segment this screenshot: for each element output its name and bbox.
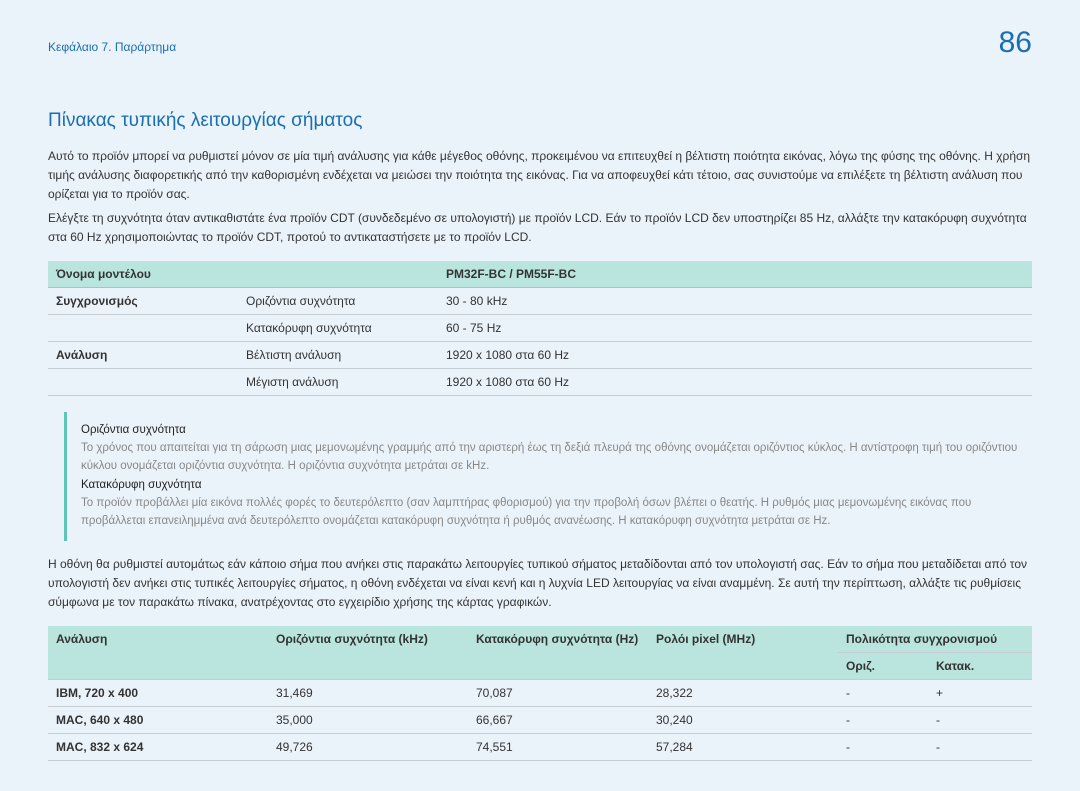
- section-title: Πίνακας τυπικής λειτουργίας σήματος: [48, 110, 1032, 132]
- table-row: MAC, 832 x 624 49,726 74,551 57,284 - -: [48, 734, 1032, 761]
- td-res: MAC, 640 x 480: [48, 707, 268, 734]
- table-row: Ανάλυση Βέλτιστη ανάλυση 1920 x 1080 στα…: [48, 341, 1032, 368]
- intro-paragraph-1: Αυτό το προϊόν μπορεί να ρυθμιστεί μόνον…: [48, 147, 1032, 205]
- table-row: IBM, 720 x 400 31,469 70,087 28,322 - +: [48, 680, 1032, 707]
- td-ph: -: [838, 707, 928, 734]
- table-row: Κατακόρυφη συχνότητα 60 - 75 Hz: [48, 314, 1032, 341]
- spec-row-val: 30 - 80 kHz: [438, 287, 1032, 314]
- td-hfreq: 31,469: [268, 680, 468, 707]
- td-ph: -: [838, 680, 928, 707]
- spec-row-sub: Μέγιστη ανάλυση: [238, 368, 438, 395]
- td-pclock: 57,284: [648, 734, 838, 761]
- td-vfreq: 66,667: [468, 707, 648, 734]
- timing-intro: Η οθόνη θα ρυθμιστεί αυτομάτως εάν κάποι…: [48, 555, 1032, 613]
- spec-row-val: 1920 x 1080 στα 60 Hz: [438, 341, 1032, 368]
- note-body: Το προϊόν προβάλλει μία εικόνα πολλές φο…: [81, 495, 1018, 531]
- spec-row-sub: Βέλτιστη ανάλυση: [238, 341, 438, 368]
- spec-row-label: [48, 368, 238, 395]
- spec-row-label: Συγχρονισμός: [48, 287, 238, 314]
- note-heading: Κατακόρυφη συχνότητα: [81, 477, 1018, 495]
- th-polarity: Πολικότητα συγχρονισμού: [838, 626, 1032, 653]
- spec-row-sub: Κατακόρυφη συχνότητα: [238, 314, 438, 341]
- td-pclock: 28,322: [648, 680, 838, 707]
- td-pv: -: [928, 734, 1032, 761]
- th-pclock: Ρολόι pixel (MHz): [648, 626, 838, 680]
- spec-header-right: PM32F-BC / PM55F-BC: [438, 261, 1032, 288]
- spec-row-val: 1920 x 1080 στα 60 Hz: [438, 368, 1032, 395]
- page-container: Κεφάλαιο 7. Παράρτημα 86 Πίνακας τυπικής…: [0, 0, 1080, 791]
- td-hfreq: 49,726: [268, 734, 468, 761]
- th-polarity-v: Κατακ.: [928, 653, 1032, 680]
- td-hfreq: 35,000: [268, 707, 468, 734]
- td-ph: -: [838, 734, 928, 761]
- td-res: MAC, 832 x 624: [48, 734, 268, 761]
- td-pclock: 30,240: [648, 707, 838, 734]
- spec-row-sub: Οριζόντια συχνότητα: [238, 287, 438, 314]
- spec-row-val: 60 - 75 Hz: [438, 314, 1032, 341]
- page-number: 86: [999, 26, 1032, 60]
- td-pv: -: [928, 707, 1032, 734]
- td-vfreq: 70,087: [468, 680, 648, 707]
- spec-row-label: [48, 314, 238, 341]
- note-heading: Οριζόντια συχνότητα: [81, 422, 1018, 440]
- th-vfreq: Κατακόρυφη συχνότητα (Hz): [468, 626, 648, 680]
- chapter-label: Κεφάλαιο 7. Παράρτημα: [48, 40, 176, 54]
- td-res: IBM, 720 x 400: [48, 680, 268, 707]
- th-resolution: Ανάλυση: [48, 626, 268, 680]
- th-polarity-h: Οριζ.: [838, 653, 928, 680]
- th-hfreq: Οριζόντια συχνότητα (kHz): [268, 626, 468, 680]
- note-box: Οριζόντια συχνότητα Το χρόνος που απαιτε…: [64, 412, 1032, 541]
- spec-table: Όνομα μοντέλου PM32F-BC / PM55F-BC Συγχρ…: [48, 261, 1032, 396]
- table-row: Συγχρονισμός Οριζόντια συχνότητα 30 - 80…: [48, 287, 1032, 314]
- spec-row-label: Ανάλυση: [48, 341, 238, 368]
- table-row: MAC, 640 x 480 35,000 66,667 30,240 - -: [48, 707, 1032, 734]
- td-vfreq: 74,551: [468, 734, 648, 761]
- spec-header-left: Όνομα μοντέλου: [48, 261, 438, 288]
- intro-paragraph-2: Ελέγξτε τη συχνότητα όταν αντικαθιστάτε …: [48, 209, 1032, 247]
- table-row: Μέγιστη ανάλυση 1920 x 1080 στα 60 Hz: [48, 368, 1032, 395]
- td-pv: +: [928, 680, 1032, 707]
- page-header: Κεφάλαιο 7. Παράρτημα 86: [48, 40, 1032, 60]
- timing-table: Ανάλυση Οριζόντια συχνότητα (kHz) Κατακό…: [48, 626, 1032, 761]
- note-body: Το χρόνος που απαιτείται για τη σάρωση μ…: [81, 440, 1018, 476]
